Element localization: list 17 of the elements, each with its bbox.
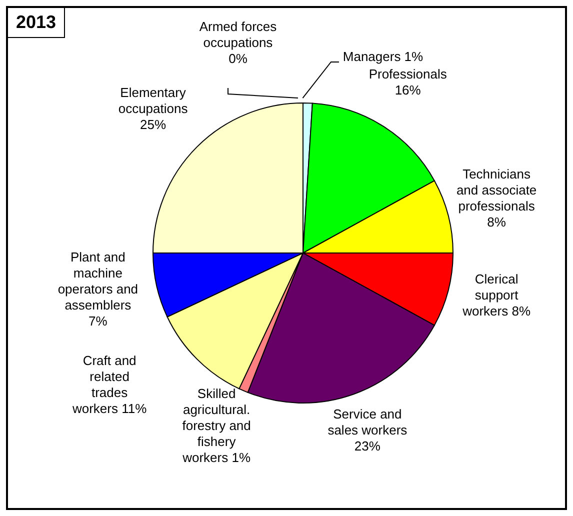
- slice-label: Elementary occupations: [118, 85, 188, 116]
- slice-label: Skilled agricultural. forestry and fishery workers 1%: [182, 386, 251, 465]
- data-label: 25%: [140, 117, 166, 132]
- data-label: 8%: [487, 214, 506, 230]
- chart-title: 2013: [8, 8, 66, 38]
- slice-label: Clerical support workers 8%: [462, 271, 531, 318]
- slice-label: Technicians and associate professionals: [456, 166, 537, 214]
- slice-label: Plant and machine operators and assemblers: [58, 250, 138, 313]
- slice-label: Professionals: [368, 66, 448, 82]
- data-label: 23%: [354, 438, 381, 454]
- slice-label: Craft and related trades workers 11%: [71, 352, 148, 416]
- data-label: 16%: [394, 82, 422, 98]
- data-label: 7%: [88, 314, 108, 329]
- slice-label: Managers 1%: [342, 49, 424, 64]
- category-label: Armed forces occupations: [199, 19, 277, 50]
- text: 0%: [228, 51, 248, 66]
- slice-label: Service and sales workers: [328, 406, 408, 438]
